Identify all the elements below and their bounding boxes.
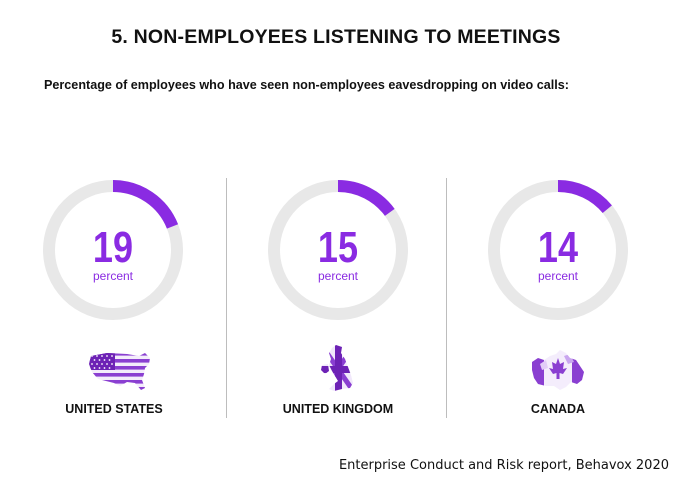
donut-arc-united-states [112,180,179,229]
country-label-united-states: UNITED STATES [65,402,163,416]
divider-left [226,178,227,418]
country-label-canada: CANADA [530,402,586,416]
canada-flag-map-icon [532,350,584,390]
unit-label-united-kingdom: percent [318,269,359,283]
unit-label-canada: percent [538,269,579,283]
chart-subtitle: Percentage of employees who have seen no… [44,78,569,92]
value-label-united-kingdom: 15 [318,223,358,272]
source-citation: Enterprise Conduct and Risk report, Beha… [338,458,669,473]
chart-title: 5. NON-EMPLOYEES LISTENING TO MEETINGS [111,26,561,48]
value-label-united-states: 19 [93,223,133,272]
value-label-canada: 14 [538,223,579,272]
uk-flag-map-icon [321,345,353,391]
unit-label-united-states: percent [93,269,134,283]
donut-arc-united-kingdom [337,180,395,217]
divider-right [446,178,447,418]
country-label-united-kingdom: UNITED KINGDOM [282,402,394,416]
donut-arc-canada [557,180,612,214]
us-flag-map-icon [89,353,150,390]
